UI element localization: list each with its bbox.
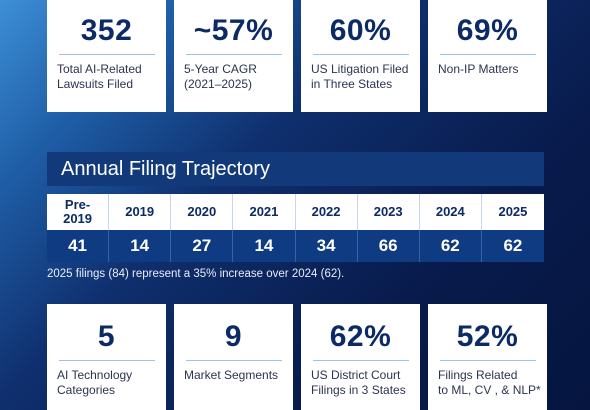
stat-label: 5-Year CAGR (2021–2025) bbox=[174, 62, 293, 92]
stat-label: Filings Related to ML, CV , & NLP* bbox=[428, 368, 547, 398]
stat-card-us-litigation: 60% US Litigation Filed in Three States bbox=[301, 0, 420, 112]
stat-label: US Litigation Filed in Three States bbox=[301, 62, 420, 92]
stat-label: Total AI-Related Lawsuits Filed bbox=[47, 62, 166, 92]
stat-label-line: AI Technology bbox=[57, 368, 133, 382]
stat-card-market-segments: 9 Market Segments bbox=[174, 304, 293, 410]
count-cell: 62 bbox=[481, 230, 544, 262]
year-cell: 2023 bbox=[357, 194, 420, 230]
stat-label: AI Technology Categories bbox=[47, 368, 166, 398]
year-header-row: Pre-2019 2019 2020 2021 2022 2023 2024 2… bbox=[47, 194, 544, 230]
trajectory-note: 2025 filings (84) represent a 35% increa… bbox=[47, 268, 345, 280]
stat-label: US District Court Filings in 3 States bbox=[301, 368, 420, 398]
bottom-stats-row: 5 AI Technology Categories 9 Market Segm… bbox=[47, 304, 547, 410]
divider bbox=[185, 54, 282, 55]
stat-label-line: (2021–2025) bbox=[184, 77, 253, 91]
stat-value: 69% bbox=[456, 14, 519, 47]
stat-card-total-lawsuits: 352 Total AI-Related Lawsuits Filed bbox=[47, 0, 166, 112]
stat-label-line: Filings Related bbox=[438, 368, 518, 382]
stat-value: 52% bbox=[456, 320, 519, 353]
stat-label: Non-IP Matters bbox=[428, 62, 547, 77]
stat-label-line: US Litigation Filed bbox=[311, 62, 409, 76]
year-label: Pre-2019 bbox=[63, 197, 93, 226]
year-cell: 2024 bbox=[419, 194, 482, 230]
year-cell: 2022 bbox=[295, 194, 358, 230]
stat-value: 60% bbox=[329, 14, 392, 47]
stat-label-line: Non-IP Matters bbox=[438, 62, 519, 76]
stat-label-line: Categories bbox=[57, 383, 116, 397]
stat-label-line: in Three States bbox=[311, 77, 393, 91]
stat-label-line: 5-Year CAGR bbox=[184, 62, 257, 76]
year-cell: 2025 bbox=[481, 194, 544, 230]
year-cell: Pre-2019 bbox=[47, 194, 110, 230]
count-row: 41 14 27 14 34 66 62 62 bbox=[47, 230, 544, 262]
year-cell: 2020 bbox=[171, 194, 234, 230]
count-cell: 14 bbox=[233, 230, 296, 262]
top-stats-row: 352 Total AI-Related Lawsuits Filed ~57%… bbox=[47, 0, 547, 112]
stat-card-district-court: 62% US District Court Filings in 3 State… bbox=[301, 304, 420, 410]
divider bbox=[312, 360, 409, 361]
divider bbox=[185, 360, 282, 361]
stat-label: Market Segments bbox=[174, 368, 293, 383]
stat-card-cagr: ~57% 5-Year CAGR (2021–2025) bbox=[174, 0, 293, 112]
stat-label-line: Total AI-Related bbox=[57, 62, 142, 76]
stat-label-line: Market Segments bbox=[184, 368, 279, 382]
stat-card-ml-cv-nlp: 52% Filings Related to ML, CV , & NLP* bbox=[428, 304, 547, 410]
stat-card-ai-categories: 5 AI Technology Categories bbox=[47, 304, 166, 410]
count-cell: 34 bbox=[295, 230, 358, 262]
divider bbox=[439, 360, 536, 361]
divider bbox=[58, 360, 155, 361]
stat-value: 62% bbox=[329, 320, 392, 353]
trajectory-title: Annual Filing Trajectory bbox=[47, 152, 544, 186]
stat-value: 5 bbox=[97, 320, 116, 353]
stat-label-line: Filings in 3 States bbox=[311, 383, 406, 397]
year-cell: 2019 bbox=[109, 194, 172, 230]
stat-value: ~57% bbox=[193, 14, 274, 47]
stat-label-line: US District Court bbox=[311, 368, 401, 382]
stat-label-line: Lawsuits Filed bbox=[57, 77, 134, 91]
year-cell: 2021 bbox=[233, 194, 296, 230]
stat-value: 9 bbox=[224, 320, 243, 353]
count-cell: 66 bbox=[357, 230, 420, 262]
trajectory-table: Pre-2019 2019 2020 2021 2022 2023 2024 2… bbox=[47, 194, 544, 262]
count-cell: 62 bbox=[419, 230, 482, 262]
divider bbox=[312, 54, 409, 55]
count-cell: 14 bbox=[109, 230, 172, 262]
divider bbox=[58, 54, 155, 55]
stat-value: 352 bbox=[80, 14, 133, 47]
stat-label-line: to ML, CV , & NLP* bbox=[438, 383, 541, 397]
count-cell: 41 bbox=[47, 230, 110, 262]
stat-card-non-ip: 69% Non-IP Matters bbox=[428, 0, 547, 112]
divider bbox=[439, 54, 536, 55]
count-cell: 27 bbox=[171, 230, 234, 262]
